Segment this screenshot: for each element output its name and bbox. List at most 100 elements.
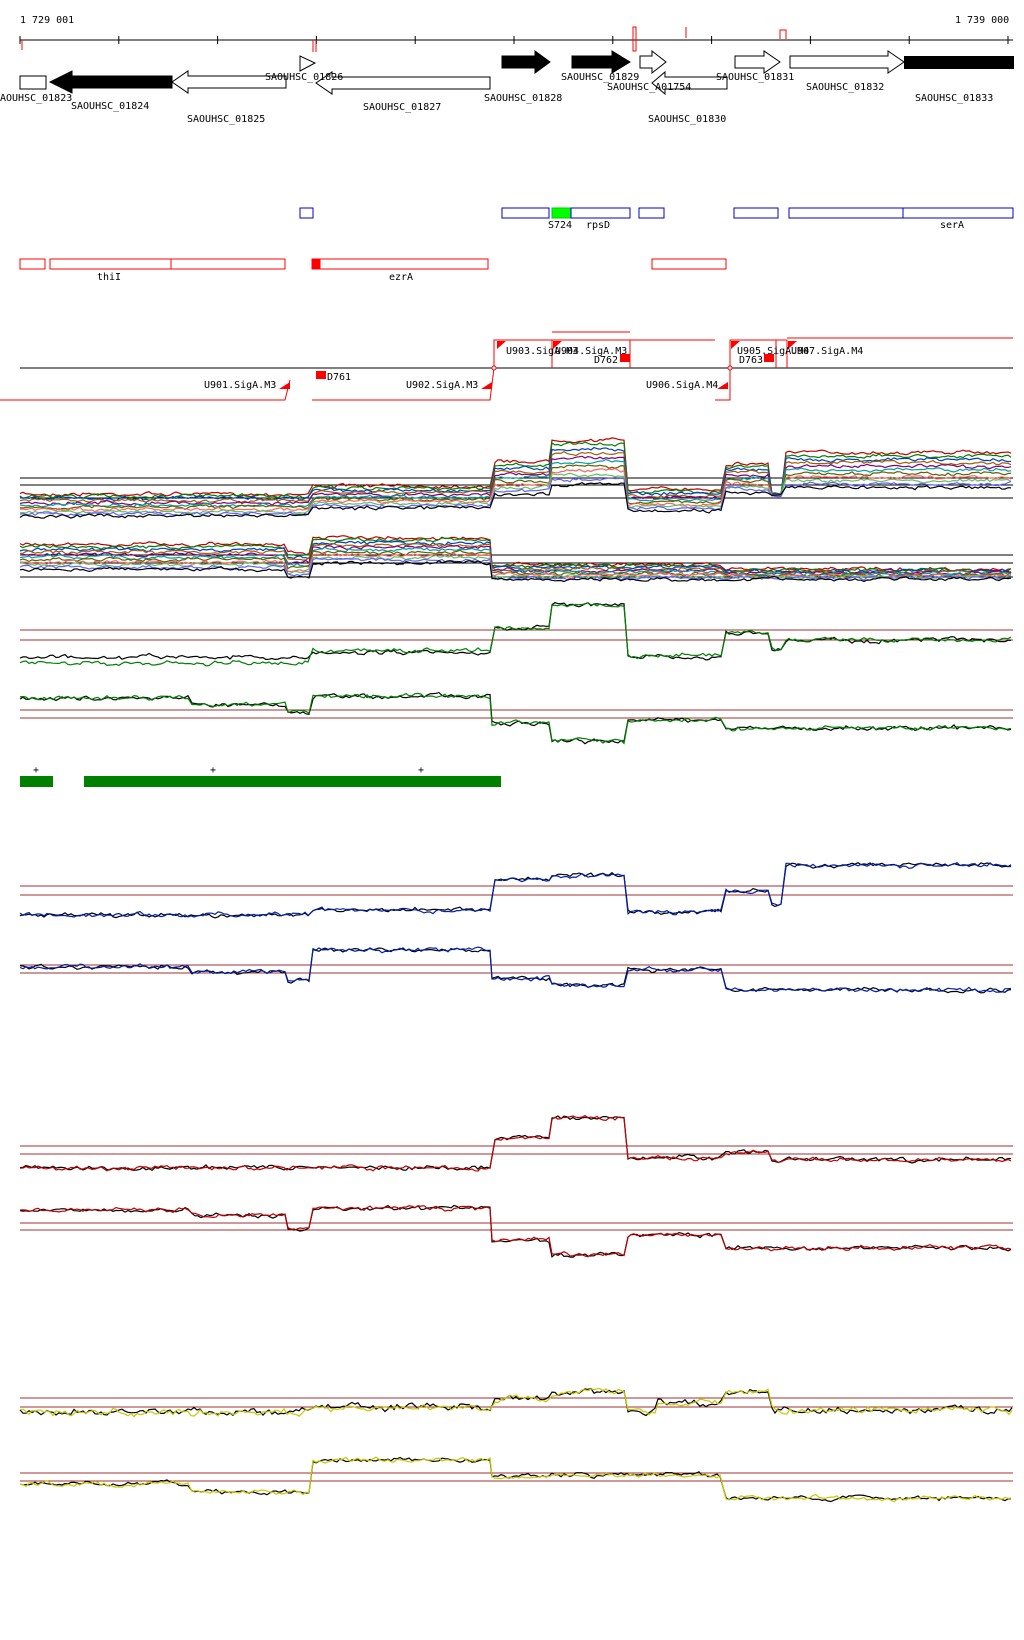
label-u907: U907.SigA.M4: [791, 346, 863, 357]
feature-box[interactable]: [788, 207, 904, 219]
gene-track: AOUHSC_01823 SAOUHSC_01824 SAOUHSC_01825…: [0, 49, 1014, 125]
expression-profile: [19, 540, 1012, 574]
expression-profile: [19, 535, 1012, 572]
expression-profile: [19, 1387, 1013, 1418]
expression-profile: [19, 552, 1012, 579]
expression-profile: [19, 482, 1012, 519]
label-u902: U902.SigA.M3: [406, 380, 478, 391]
label-serA: serA: [940, 220, 964, 231]
expression-profile: [19, 450, 1012, 504]
terminator-d763[interactable]: [764, 354, 774, 362]
gene-saouhsc-01829[interactable]: [571, 50, 631, 74]
expression-profile: [19, 546, 1012, 577]
expression-profile: [19, 1114, 1012, 1172]
gene-label-01828: SAOUHSC_01828: [484, 93, 562, 104]
gene-label-a01754: SAOUHSC_A01754: [607, 82, 691, 93]
region-bar[interactable]: [84, 776, 501, 787]
label-d763: D763: [739, 355, 763, 366]
label-u903: U903.SigA.M3: [506, 346, 578, 357]
gene-saouhsc-01823[interactable]: [19, 75, 47, 90]
ruler-end-label: 1 739 000: [955, 15, 1009, 26]
expression-profile: [19, 601, 1011, 661]
ruler-start-label: 1 729 001: [20, 15, 74, 26]
transcription-unit-track: thiI ezrA: [19, 258, 727, 283]
feature-rpsD[interactable]: [570, 207, 631, 219]
gene-label-01826: SAOUHSC_01826: [265, 72, 343, 83]
gene-label-01825: SAOUHSC_01825: [187, 114, 265, 125]
expression-profile: [19, 1456, 1011, 1503]
feature-serA[interactable]: [902, 207, 1014, 219]
strand-marker: +: [418, 765, 424, 776]
label-d761: D761: [327, 372, 351, 383]
gene-saouhsc-01830[interactable]: [651, 70, 728, 96]
feature-box[interactable]: [638, 207, 665, 219]
region-bar[interactable]: [20, 776, 53, 787]
gene-label-01830: SAOUHSC_01830: [648, 114, 726, 125]
feature-box[interactable]: [299, 207, 314, 219]
expression-profile: [19, 691, 1012, 745]
gene-label-01823: AOUHSC_01823: [0, 93, 72, 104]
label-u906: U906.SigA.M4: [646, 380, 718, 391]
expression-profile: [19, 437, 1012, 498]
gene-label-01827: SAOUHSC_01827: [363, 102, 441, 113]
label-u905: U905.SigA.M4: [737, 346, 809, 357]
operon-track: S724 rpsD serA: [299, 207, 1014, 231]
label-ezrA: ezrA: [389, 272, 413, 283]
feature-box[interactable]: [501, 207, 550, 219]
feature-thiI[interactable]: [49, 258, 286, 270]
gene-saouhsc-01828[interactable]: [501, 50, 551, 74]
expression-profile: [19, 947, 1012, 994]
strand-marker: +: [210, 765, 216, 776]
gene-saouhsc-01832[interactable]: [789, 50, 905, 74]
gene-label-01829: SAOUHSC_01829: [561, 72, 639, 83]
feature-box[interactable]: [19, 258, 46, 270]
label-d762: D762: [594, 355, 618, 366]
feature-box[interactable]: [651, 258, 727, 270]
label-u904: U904.SigA.M3: [555, 346, 627, 357]
expression-profile: [19, 602, 1012, 667]
gene-label-01824: SAOUHSC_01824: [71, 101, 149, 112]
expression-profile: [19, 549, 1012, 578]
gene-saouhsc-01833[interactable]: [904, 56, 1014, 69]
gene-label-01832: SAOUHSC_01832: [806, 82, 884, 93]
strand-marker: +: [33, 765, 39, 776]
region-bar-track: + + +: [20, 765, 501, 787]
label-u901: U901.SigA.M3: [204, 380, 276, 391]
gene-saouhsc-01824[interactable]: [48, 70, 173, 94]
label-s724: S724: [548, 220, 572, 231]
expression-profile: [19, 862, 1012, 919]
terminator-d762[interactable]: [620, 354, 630, 362]
expression-profile: [19, 472, 1012, 515]
expression-profile: [19, 861, 1012, 918]
expression-profile: [19, 692, 1012, 745]
gene-saouhsc-01826[interactable]: [299, 55, 317, 72]
expression-profile: [19, 467, 1012, 513]
expression-profile: [19, 455, 1012, 506]
feature-box[interactable]: [733, 207, 779, 219]
expression-profile: [19, 946, 1012, 993]
expression-profile: [19, 458, 1012, 508]
label-rpsD: rpsD: [586, 220, 610, 231]
gene-saouhsc-01827[interactable]: [315, 71, 491, 95]
gene-saouhsc-01831[interactable]: [734, 50, 781, 74]
expression-profile: [19, 446, 1012, 502]
label-thiI: thiI: [97, 272, 121, 283]
gene-saouhsc-01825[interactable]: [171, 70, 287, 94]
expression-profile: [19, 1204, 1012, 1259]
feature-ezrA[interactable]: [311, 258, 489, 270]
gene-label-01831: SAOUHSC_01831: [716, 72, 794, 83]
gene-saouhsc-a01754[interactable]: [639, 49, 667, 75]
terminator-d761[interactable]: [316, 371, 326, 379]
expression-profile: [19, 441, 1012, 500]
expression-profile: [19, 1456, 1012, 1503]
promoter-track: U901.SigA.M3 D761 U902.SigA.M3 U903.SigA…: [0, 331, 1013, 401]
expression-profile: [19, 554, 1012, 580]
expression-profile: [19, 477, 1012, 517]
feature-s724[interactable]: [551, 207, 572, 219]
expression-profile: [19, 559, 1012, 583]
expression-profile: [19, 1115, 1012, 1172]
gene-label-01833: SAOUHSC_01833: [915, 93, 993, 104]
expression-profile: [19, 1205, 1012, 1258]
expression-tracks: [19, 437, 1013, 1503]
